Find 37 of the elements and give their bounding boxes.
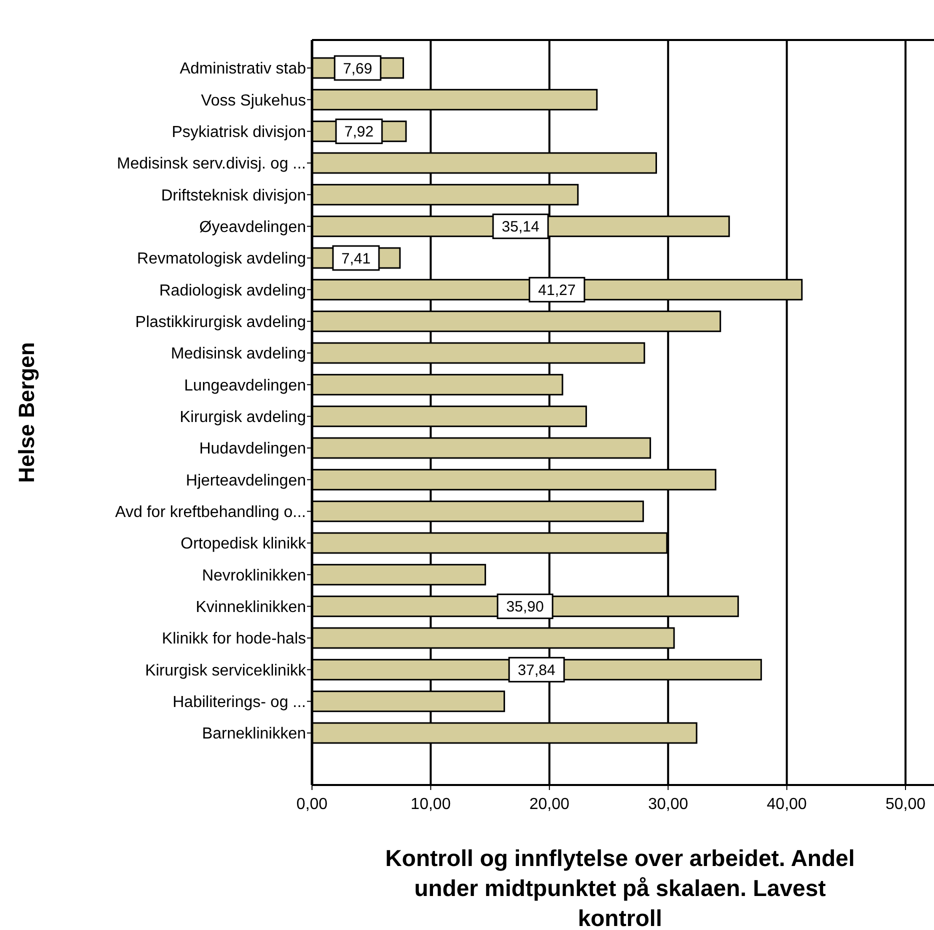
data-label: 7,92 (344, 124, 374, 141)
y-tick-label: Øyeavdelingen (199, 218, 306, 236)
y-tick-label: Radiologisk avdeling (159, 282, 306, 300)
y-tick-label: Revmatologisk avdeling (137, 250, 306, 268)
y-tick-label: Kvinneklinikken (196, 598, 306, 616)
y-tick-label: Hudavdelingen (199, 440, 306, 458)
data-label: 7,41 (341, 250, 371, 268)
x-tick-label: 20,00 (529, 796, 570, 813)
data-label: 37,84 (518, 662, 556, 679)
y-tick-label: Medisinsk avdeling (170, 346, 306, 363)
x-tick-label: 50,00 (885, 796, 926, 813)
y-tick-label: Administrativ stab (180, 60, 306, 78)
y-tick-label: Klinikk for hode-hals (162, 630, 306, 648)
y-tick-label: Voss Sjukehus (201, 92, 306, 110)
data-label: 7,69 (343, 60, 372, 78)
y-tick-label: Lungeavdelingen (184, 377, 306, 394)
x-tick-label: 0,00 (296, 796, 328, 813)
y-tick-label: Psykiatrisk divisjon (172, 124, 306, 141)
data-label: 35,14 (502, 218, 540, 236)
data-label: 35,90 (506, 598, 544, 616)
data-label: 41,27 (538, 282, 576, 299)
x-tick-label: 30,00 (648, 796, 688, 813)
y-tick-label: Nevroklinikken (202, 567, 306, 584)
y-tick-label: Habiliterings- og ... (172, 694, 306, 711)
x-tick-label: 40,00 (766, 796, 807, 813)
y-tick-label: Kirurgisk avdeling (180, 408, 306, 426)
y-tick-label: Ortopedisk klinikk (180, 536, 307, 553)
y-tick-label: Driftsteknisk divisjon (161, 187, 306, 204)
x-axis-title: Kontroll og innflytelse over arbeidet. Andel under midtpunktet på skalaen. Lavest kontroll (385, 845, 855, 930)
y-tick-label: Kirurgisk serviceklinikk (145, 662, 307, 680)
x-tick-label: 10,00 (410, 796, 451, 813)
y-tick-label: Hjerteavdelingen (186, 472, 306, 490)
y-tick-label: Avd for kreftbehandling o... (115, 504, 306, 521)
y-tick-label: Medisinsk serv.divisj. og ... (116, 156, 306, 173)
y-tick-label: Barneklinikken (202, 726, 306, 743)
y-axis-title: Helse Bergen (14, 342, 39, 483)
y-tick-label: Plastikkirurgisk avdeling (135, 314, 306, 331)
